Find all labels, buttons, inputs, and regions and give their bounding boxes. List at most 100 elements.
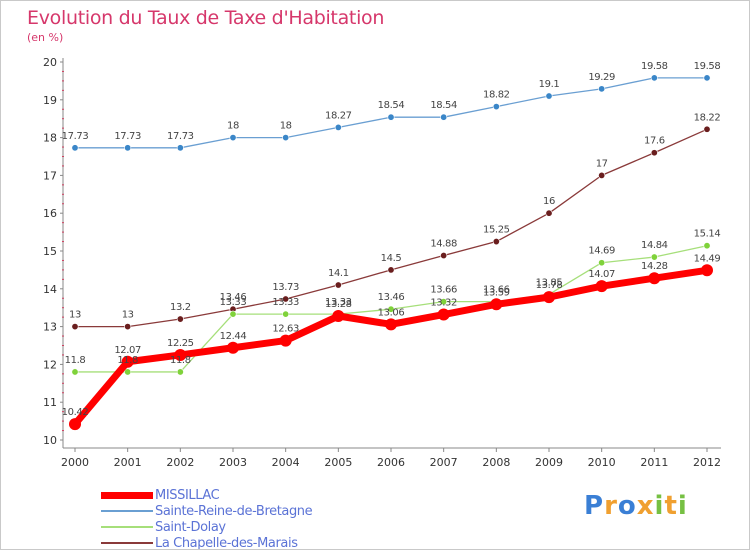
x-tick-label: 2007 — [430, 456, 458, 469]
data-label-1: 19.29 — [588, 72, 615, 83]
data-label-3: 13 — [69, 310, 81, 321]
series-point-0 — [227, 341, 239, 354]
data-label-0: 13.32 — [430, 298, 457, 309]
series-point-0 — [543, 291, 555, 304]
series-point-1 — [71, 144, 79, 152]
logo-letter: x — [636, 491, 655, 521]
legend-line — [101, 491, 153, 499]
data-label-1: 18 — [280, 121, 292, 132]
legend-line — [101, 526, 153, 528]
series-point-0 — [648, 272, 661, 285]
series-point-3 — [650, 149, 658, 157]
legend-label: MISSILLAC — [155, 487, 220, 503]
series-point-1 — [545, 92, 553, 100]
legend-swatch — [101, 542, 153, 544]
series-point-1 — [229, 134, 237, 142]
x-tick-label: 2002 — [166, 456, 194, 469]
y-tick-label: 14 — [43, 283, 57, 296]
data-label-2: 13.66 — [483, 285, 510, 296]
series-point-2 — [229, 310, 237, 318]
series-point-0 — [174, 348, 187, 361]
logo-letter: i — [677, 491, 688, 521]
data-label-3: 14.5 — [381, 253, 402, 264]
data-label-3: 17 — [596, 158, 608, 169]
data-label-1: 19.58 — [694, 61, 721, 72]
legend-swatch — [101, 510, 153, 512]
series-point-2 — [703, 242, 711, 250]
series-point-3 — [124, 323, 132, 331]
series-point-2 — [598, 259, 606, 267]
y-tick-label: 17 — [43, 169, 57, 182]
logo-letter: t — [664, 491, 678, 521]
logo-letter: r — [604, 491, 618, 521]
data-label-3: 13.73 — [272, 282, 299, 293]
series-point-2 — [71, 368, 79, 376]
series-point-0 — [701, 264, 713, 277]
series-point-0 — [385, 318, 397, 331]
x-tick-label: 2010 — [588, 456, 616, 469]
y-tick-label: 10 — [43, 434, 57, 447]
logo-letter: P — [584, 491, 605, 521]
series-point-3 — [176, 315, 184, 323]
x-tick-label: 2005 — [324, 456, 352, 469]
series-point-1 — [703, 74, 711, 82]
series-point-0 — [595, 280, 608, 293]
series-point-0 — [437, 308, 450, 321]
data-label-2: 13.33 — [325, 297, 352, 308]
legend-item: MISSILLAC — [101, 487, 312, 503]
data-label-3: 18.22 — [694, 112, 721, 123]
y-tick-label: 11 — [43, 396, 57, 409]
data-label-3: 13.46 — [220, 292, 247, 303]
data-label-1: 17.73 — [167, 131, 194, 142]
data-label-0: 12.44 — [220, 331, 247, 342]
legend-label: La Chapelle-des-Marais — [155, 535, 298, 550]
series-point-3 — [282, 295, 290, 303]
legend-item: Saint-Dolay — [101, 519, 312, 535]
y-tick-label: 19 — [43, 94, 57, 107]
series-point-1 — [124, 144, 132, 152]
x-tick-label: 2001 — [114, 456, 142, 469]
data-label-2: 13.46 — [378, 292, 405, 303]
y-tick-label: 16 — [43, 207, 57, 220]
legend-line — [101, 542, 153, 544]
series-point-3 — [440, 252, 448, 260]
data-label-0: 13.59 — [483, 287, 510, 298]
data-label-1: 18 — [227, 121, 239, 132]
series-point-2 — [440, 298, 448, 306]
series-point-0 — [279, 334, 292, 347]
data-label-2: 11.8 — [65, 355, 86, 366]
data-label-1: 18.54 — [430, 100, 457, 111]
x-tick-label: 2003 — [219, 456, 247, 469]
series-point-3 — [545, 209, 553, 217]
x-tick-label: 2009 — [535, 456, 563, 469]
series-point-1 — [598, 85, 606, 93]
data-label-1: 19.58 — [641, 61, 668, 72]
data-label-0: 12.25 — [167, 338, 194, 349]
data-label-2: 11.8 — [170, 355, 191, 366]
series-point-3 — [71, 323, 79, 331]
logo-letter: o — [617, 491, 637, 521]
x-tick-label: 2012 — [693, 456, 721, 469]
legend-swatch — [101, 491, 153, 499]
legend-line — [101, 510, 153, 512]
data-label-1: 19.1 — [539, 79, 560, 90]
series-point-2 — [124, 368, 132, 376]
legend-item: Sainte-Reine-de-Bretagne — [101, 503, 313, 519]
data-label-3: 15.25 — [483, 225, 510, 236]
y-tick-label: 18 — [43, 132, 57, 145]
series-point-2 — [387, 305, 395, 313]
data-label-0: 14.07 — [588, 269, 615, 280]
data-label-2: 13.66 — [430, 285, 457, 296]
series-point-1 — [440, 113, 448, 121]
data-label-2: 13.85 — [536, 277, 563, 288]
data-label-3: 14.1 — [328, 268, 349, 279]
data-label-2: 11.8 — [117, 355, 138, 366]
data-label-2: 13.33 — [272, 297, 299, 308]
y-tick-label: 15 — [43, 245, 57, 258]
series-point-2 — [282, 310, 290, 318]
y-tick-label: 20 — [43, 56, 57, 69]
data-label-0: 14.28 — [641, 261, 668, 272]
legend-label: Saint-Dolay — [155, 519, 226, 535]
